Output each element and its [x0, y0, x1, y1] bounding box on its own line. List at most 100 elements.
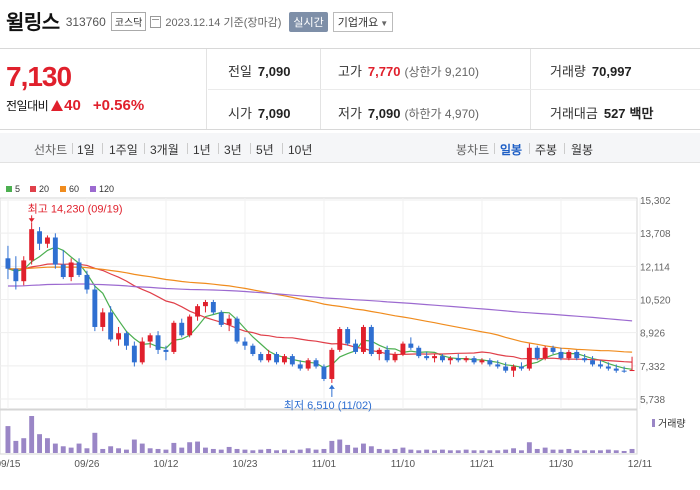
candle-body — [60, 264, 66, 278]
candle-body — [68, 262, 74, 278]
legend-swatch — [6, 186, 12, 192]
stat-value: 7,090 — [367, 106, 401, 121]
legend-swatch — [90, 186, 96, 192]
candle-body — [345, 329, 351, 344]
divider — [144, 143, 145, 154]
volume-bar — [574, 450, 580, 453]
volume-bars: 거래량 — [5, 416, 686, 453]
divider — [208, 89, 700, 90]
stock-header: 윌링스 313760 코스닥 2023.12.14 기준(장마감) 실시간 기업… — [0, 0, 700, 40]
x-tick-label: 09/15 — [0, 459, 21, 470]
volume-bar — [289, 450, 295, 453]
stat-label: 고가 — [338, 64, 362, 79]
candle-chart-label: 봉차트 — [456, 143, 490, 157]
volume-bar — [171, 442, 177, 453]
candle-body — [52, 237, 58, 265]
candle-monthly[interactable]: 월봉 — [571, 143, 594, 157]
legend-label: 60 — [69, 184, 79, 194]
stock-chart[interactable]: 5 20 60 120 최고 14,230 (09/19) 최저 6,510 (11/0… — [0, 164, 700, 490]
volume-bar — [542, 447, 548, 453]
candles — [5, 222, 635, 383]
stat-value: 7,770 — [367, 64, 401, 79]
period-1w[interactable]: 1주일 — [109, 143, 138, 157]
candle-body — [171, 322, 177, 352]
candle-body — [376, 349, 382, 355]
volume-bar — [242, 449, 248, 453]
candle-body — [250, 345, 256, 355]
volume-bar — [447, 450, 453, 453]
candle-body — [368, 326, 374, 355]
candle-body — [455, 358, 461, 361]
stat-value: 527 — [603, 106, 626, 121]
y-tick-label: 10,520 — [640, 296, 671, 307]
realtime-button[interactable]: 실시간 — [289, 11, 328, 32]
candle-daily[interactable]: 일봉 — [500, 143, 523, 157]
candle-body — [108, 312, 114, 340]
volume-bar — [21, 438, 27, 453]
divider — [282, 143, 283, 154]
divider — [72, 143, 73, 154]
base-date: 2023.12.14 기준(장마감) — [165, 14, 281, 30]
x-tick-label: 11/01 — [312, 459, 337, 470]
volume-bar — [321, 448, 327, 453]
volume-frame — [0, 409, 638, 455]
period-3y[interactable]: 3년 — [224, 143, 242, 157]
volume-bar — [361, 443, 366, 453]
y-tick-label: 5,738 — [640, 395, 665, 406]
volume-bar — [487, 450, 493, 453]
y-axis: 15,302 13,708 12,114 10,520 8,926 7,332 5,738 — [640, 196, 671, 406]
volume-bar — [258, 449, 264, 453]
divider — [250, 143, 251, 154]
volume-bar — [582, 450, 588, 453]
volume-bar — [613, 450, 619, 453]
volume-bar — [392, 448, 398, 453]
volume-bar — [37, 434, 42, 453]
stat-label: 저가 — [338, 106, 362, 121]
change-value: 40 — [64, 97, 81, 114]
candle-body — [155, 335, 161, 350]
candle-body — [203, 301, 208, 307]
volume-bar — [45, 438, 50, 453]
candle-body — [131, 345, 137, 363]
volume-bar — [479, 450, 485, 453]
volume-bar — [408, 449, 414, 453]
volume-bar — [76, 443, 82, 453]
volume-bar — [92, 432, 98, 453]
volume-bar — [511, 448, 516, 453]
candle-body — [297, 364, 303, 369]
candle-body — [274, 354, 279, 363]
period-3m[interactable]: 3개월 — [150, 143, 179, 157]
period-5y[interactable]: 5년 — [256, 143, 274, 157]
candle-body — [392, 354, 398, 361]
stat-low: 저가 7,090 (하한가 4,970) — [338, 103, 479, 122]
candle-weekly[interactable]: 주봉 — [535, 143, 558, 157]
volume-bar — [424, 449, 430, 453]
max-price-label: 최고 14,230 (09/19) — [28, 202, 123, 215]
volume-bar — [155, 448, 161, 453]
candle-body — [13, 268, 19, 282]
price-change: 전일대비 40 +0.56% — [6, 97, 144, 114]
candle-body — [471, 358, 477, 363]
x-tick-label: 11/10 — [391, 459, 416, 470]
volume-bar — [384, 449, 390, 453]
candle-body — [424, 356, 430, 359]
change-percent: +0.56% — [92, 97, 145, 114]
candle-body — [534, 347, 540, 359]
current-price-box: 7,130 전일대비 40 +0.56% — [0, 49, 207, 129]
volume-bar — [353, 447, 358, 453]
volume-bar — [471, 450, 477, 453]
ma60-line — [7, 266, 633, 353]
period-1y[interactable]: 1년 — [193, 143, 211, 157]
candle-body — [487, 360, 493, 365]
period-10y[interactable]: 10년 — [288, 143, 313, 157]
candle-body — [463, 358, 469, 361]
period-1d[interactable]: 1일 — [77, 143, 95, 157]
legend-swatch — [60, 186, 66, 192]
company-overview-button[interactable]: 기업개요 ▼ — [332, 11, 394, 32]
volume-bar — [605, 449, 611, 453]
candle-body — [613, 368, 619, 371]
candle-body — [218, 312, 224, 325]
stat-label: 전일 — [228, 64, 252, 79]
volume-bar — [139, 443, 145, 453]
date-value: 2023.12.14 — [165, 16, 221, 29]
